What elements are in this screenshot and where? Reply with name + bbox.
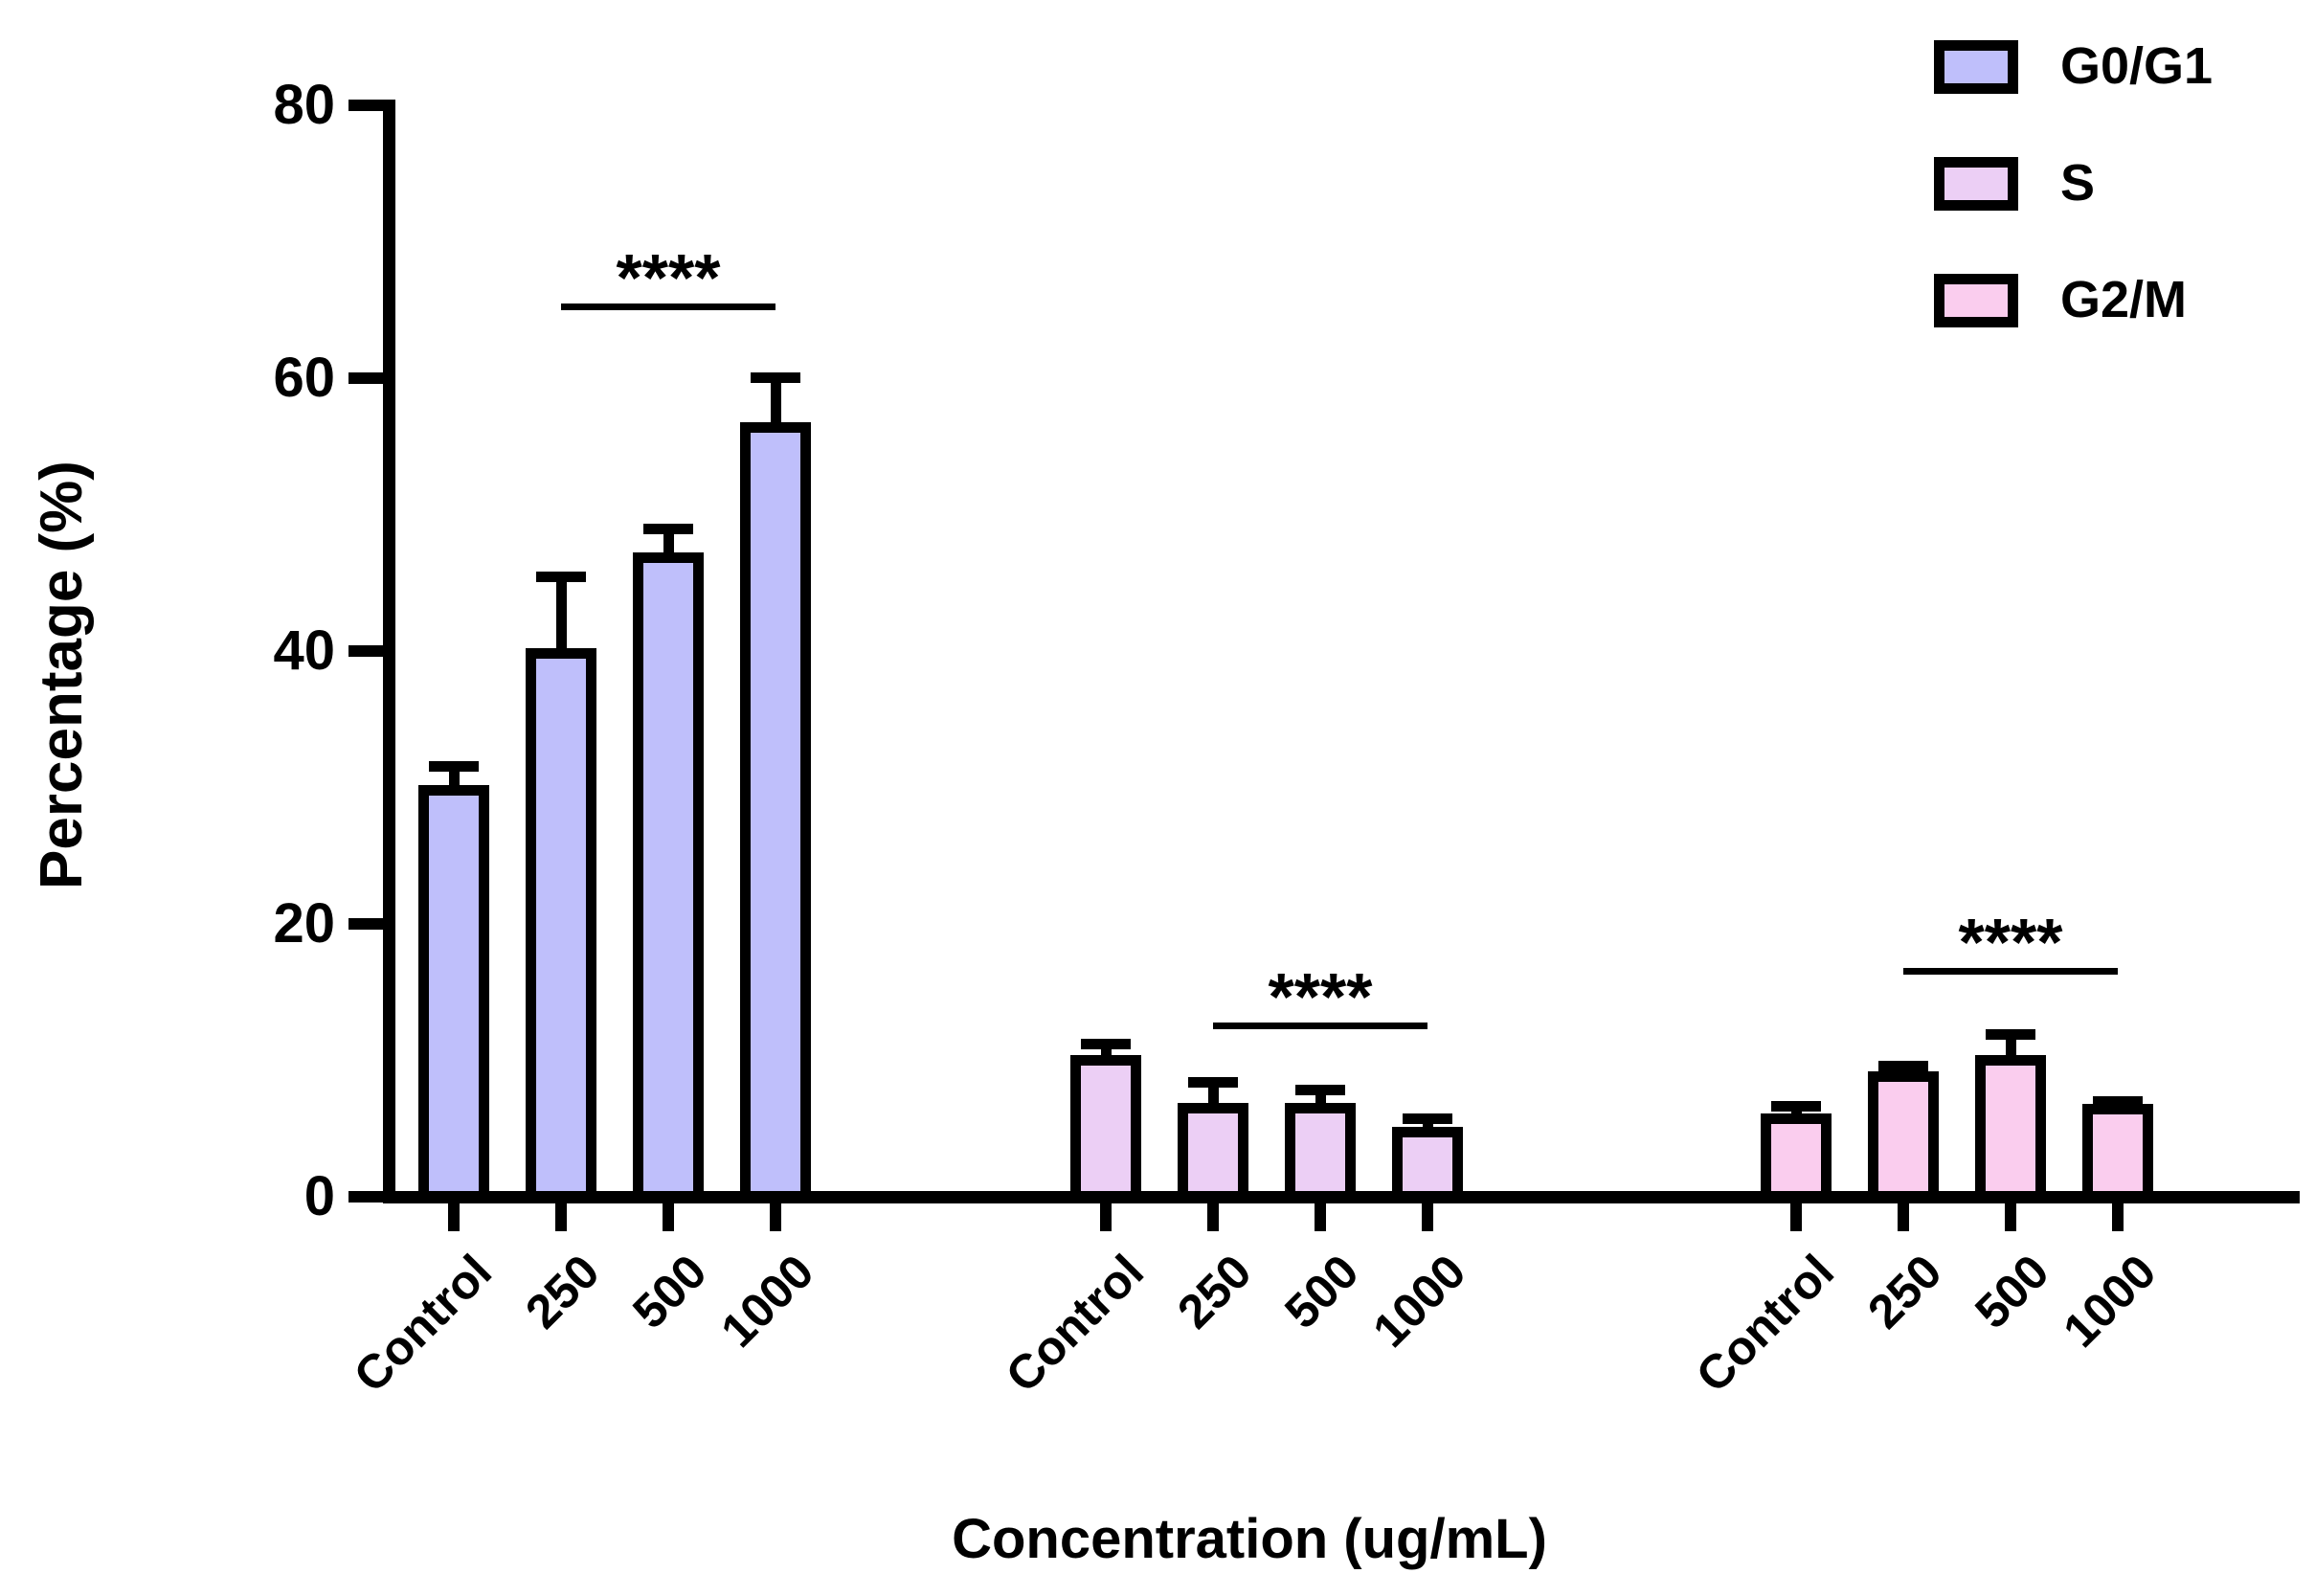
bar-G2/M-1000 xyxy=(2082,1104,2153,1201)
bar-G0/G1-1000 xyxy=(740,421,811,1201)
bar-S-1000 xyxy=(1392,1127,1463,1201)
y-axis-title: Percentage (%) xyxy=(29,461,95,889)
bar-G0/G1-250 xyxy=(526,648,596,1201)
x-axis-tick xyxy=(1315,1203,1326,1231)
legend-label-G0/G1: G0/G1 xyxy=(2060,37,2214,95)
x-category-label: 1000 xyxy=(1362,1244,1476,1358)
bar-S-500 xyxy=(1285,1102,1356,1201)
x-axis-tick xyxy=(2112,1203,2124,1231)
error-bar-cap xyxy=(1771,1101,1821,1113)
y-tick-label: 20 xyxy=(273,892,335,955)
error-bar-stem xyxy=(1207,1076,1219,1122)
x-category-label: 500 xyxy=(1964,1244,2059,1339)
x-category-label: 1000 xyxy=(710,1244,824,1358)
x-category-label: 250 xyxy=(514,1244,610,1339)
x-category-label: 500 xyxy=(621,1244,717,1339)
significance-asterisks: **** xyxy=(1958,904,2063,979)
x-category-label: Control xyxy=(344,1244,503,1403)
y-tick-label: 0 xyxy=(303,1165,335,1227)
y-tick-label: 60 xyxy=(273,347,335,409)
error-bar-stem xyxy=(770,372,781,441)
x-axis-tick xyxy=(1790,1203,1802,1231)
x-axis-tick xyxy=(555,1203,567,1231)
legend-label-S: S xyxy=(2060,154,2096,212)
bar-G0/G1-500 xyxy=(633,552,704,1201)
y-axis-tick xyxy=(348,372,383,384)
x-axis-tick xyxy=(770,1203,781,1231)
significance-asterisks: **** xyxy=(616,239,721,315)
error-bar-cap xyxy=(536,572,586,583)
x-axis-tick xyxy=(2005,1203,2016,1231)
legend-swatch-S xyxy=(1934,157,2018,211)
error-bar-cap xyxy=(429,761,479,773)
bar-G2/M-250 xyxy=(1868,1070,1939,1201)
error-bar-cap xyxy=(751,372,800,384)
significance-line xyxy=(1213,1022,1427,1029)
legend-swatch-G0/G1 xyxy=(1934,40,2018,94)
x-category-label: 250 xyxy=(1856,1244,1952,1339)
error-bar-stem xyxy=(555,572,567,668)
bar-S-250 xyxy=(1178,1102,1248,1201)
x-axis-tick xyxy=(1207,1203,1219,1231)
error-bar-cap xyxy=(1878,1060,1928,1071)
x-category-label: Control xyxy=(1686,1244,1845,1403)
y-axis-line xyxy=(383,100,395,1203)
legend-label-G2/M: G2/M xyxy=(2060,271,2188,328)
bar-S-Control xyxy=(1070,1054,1141,1201)
bar-G2/M-500 xyxy=(1975,1054,2046,1201)
error-bar-cap xyxy=(643,524,693,535)
x-axis-tick xyxy=(1422,1203,1433,1231)
error-bar-stem xyxy=(2005,1028,2016,1074)
x-axis-title: Concentration (ug/mL) xyxy=(952,1508,1547,1570)
error-bar-cap xyxy=(1295,1085,1345,1096)
y-tick-label: 80 xyxy=(273,74,335,136)
x-axis-tick xyxy=(1898,1203,1909,1231)
error-bar-cap xyxy=(2093,1095,2143,1107)
significance-line xyxy=(561,303,775,310)
error-bar-stem xyxy=(663,524,674,573)
x-axis-line xyxy=(383,1191,2300,1203)
y-axis-tick xyxy=(348,918,383,930)
bar-G2/M-Control xyxy=(1761,1113,1832,1201)
significance-line xyxy=(1903,967,2118,975)
y-axis-tick xyxy=(348,100,383,111)
x-category-label: 1000 xyxy=(2053,1244,2167,1358)
error-bar-cap xyxy=(1986,1028,2035,1040)
error-bar-stem xyxy=(448,761,460,804)
x-category-label: Control xyxy=(996,1244,1155,1403)
x-axis-tick xyxy=(448,1203,460,1231)
x-category-label: 250 xyxy=(1166,1244,1262,1339)
x-axis-tick xyxy=(663,1203,674,1231)
error-bar-cap xyxy=(1081,1038,1131,1049)
error-bar-cap xyxy=(1403,1113,1452,1125)
error-bar-cap xyxy=(1188,1076,1238,1088)
legend-swatch-G2/M xyxy=(1934,274,2018,327)
y-tick-label: 40 xyxy=(273,619,335,682)
y-axis-tick xyxy=(348,1191,383,1203)
y-axis-tick xyxy=(348,645,383,657)
bar-G0/G1-Control xyxy=(418,784,489,1201)
significance-asterisks: **** xyxy=(1268,958,1373,1034)
x-axis-tick xyxy=(1100,1203,1112,1231)
x-category-label: 500 xyxy=(1273,1244,1369,1339)
